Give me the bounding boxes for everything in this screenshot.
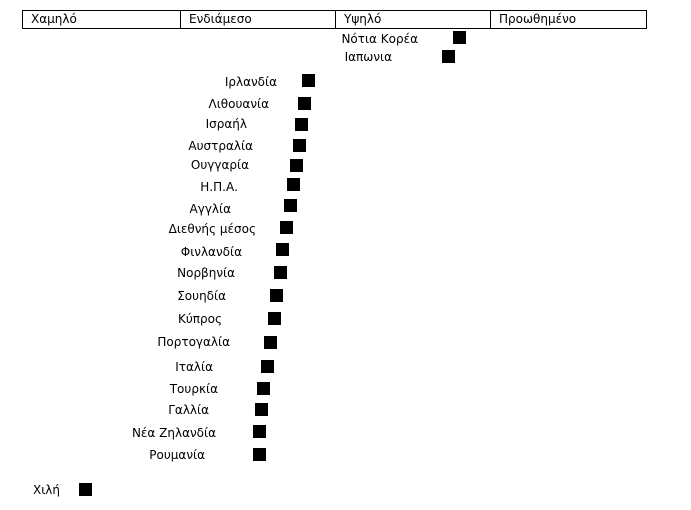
level-low: Χαμηλό: [23, 11, 181, 28]
country-marker: [257, 382, 270, 395]
country-marker: [79, 483, 92, 496]
country-marker: [264, 336, 277, 349]
country-marker: [302, 74, 315, 87]
country-label: Διεθνής μέσος: [168, 222, 256, 236]
country-marker: [295, 118, 308, 131]
country-label: Ουγγαρία: [190, 158, 249, 172]
performance-level-header: Χαμηλό Ενδιάμεσο Υψηλό Προωθημένο: [22, 10, 647, 29]
country-marker: [261, 360, 274, 373]
country-label: Ιταλία: [175, 360, 213, 374]
country-label: Αυστραλία: [188, 139, 253, 153]
level-high: Υψηλό: [336, 11, 491, 28]
country-label: Νορβηνία: [177, 266, 235, 280]
country-label: Νότια Κορέα: [341, 32, 418, 46]
country-marker: [298, 97, 311, 110]
country-marker: [293, 139, 306, 152]
country-marker: [255, 403, 268, 416]
country-label: Τουρκία: [169, 382, 218, 396]
country-label: Νέα Ζηλανδία: [131, 426, 216, 440]
country-label: Κύπρος: [177, 312, 222, 326]
country-label: Η.Π.Α.: [200, 180, 238, 194]
country-marker: [287, 178, 300, 191]
country-marker: [270, 289, 283, 302]
country-label: Ισραήλ: [205, 117, 247, 131]
country-marker: [280, 221, 293, 234]
country-marker: [290, 159, 303, 172]
country-marker: [442, 50, 455, 63]
country-label: Ιρλανδία: [224, 75, 277, 89]
country-label: Λιθουανία: [208, 97, 269, 111]
country-label: Ρουμανία: [149, 448, 205, 462]
country-label: Φινλανδία: [180, 245, 242, 259]
country-label: Αγγλία: [189, 202, 231, 216]
level-advanced: Προωθημένο: [499, 12, 577, 26]
country-marker: [284, 199, 297, 212]
country-label: Χιλή: [33, 483, 60, 497]
country-label: Σουηδία: [177, 289, 226, 303]
country-marker: [268, 312, 281, 325]
country-marker: [453, 31, 466, 44]
country-label: Πορτογαλία: [157, 335, 230, 349]
country-label: Ιαπωνια: [344, 50, 392, 64]
country-marker: [274, 266, 287, 279]
level-intermediate: Ενδιάμεσο: [181, 11, 336, 28]
country-label: Γαλλία: [168, 403, 209, 417]
country-marker: [253, 448, 266, 461]
country-marker: [253, 425, 266, 438]
country-marker: [276, 243, 289, 256]
